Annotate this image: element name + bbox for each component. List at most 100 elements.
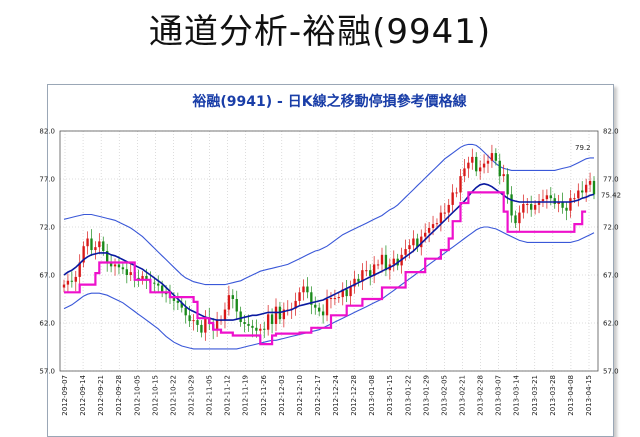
chart-frame: [47, 84, 614, 437]
candle-body: [581, 190, 584, 193]
y-tick-label-left: 77.0: [39, 176, 55, 184]
candle-layer: [62, 144, 596, 341]
candle-body: [447, 204, 450, 213]
peak-label: 79.2: [575, 144, 591, 152]
candle-body: [459, 176, 462, 193]
candle-body: [184, 307, 187, 316]
candle-body: [365, 270, 368, 272]
x-tick-label: 2012-10-15: [151, 375, 159, 416]
candle-body: [341, 289, 344, 298]
x-tick-label: 2013-03-07: [495, 375, 503, 416]
x-tick-label: 2012-09-07: [61, 375, 69, 416]
candle-body: [192, 320, 195, 322]
candle-body: [431, 224, 435, 228]
candle-body: [282, 309, 286, 320]
candle-body: [325, 299, 329, 316]
candle-body: [86, 238, 89, 247]
axis-layer: 57.0 57.0 62.0 62.0 67.0 67.0 72.0 72.0 77.0 77.0…: [39, 128, 618, 416]
candle-body: [502, 174, 505, 177]
x-tick-label: 2012-12-10: [296, 375, 304, 416]
candle-body: [369, 270, 372, 276]
candle-body: [372, 264, 376, 276]
y-tick-label-left: 67.0: [39, 272, 55, 280]
candle-body: [573, 198, 576, 200]
moving-average-line: [63, 182, 595, 321]
candle-body: [306, 286, 309, 293]
candle-body: [427, 227, 431, 233]
candle-body: [263, 328, 266, 330]
grid-layer: [60, 130, 598, 372]
y-tick-label-left: 62.0: [39, 320, 55, 328]
candle-body: [384, 254, 388, 271]
candle-body: [70, 280, 74, 282]
candle-body: [475, 156, 478, 172]
x-tick-label: 2012-11-19: [242, 375, 250, 416]
candle-body: [533, 204, 537, 210]
candle-body: [196, 320, 199, 325]
candle-body: [62, 284, 66, 288]
candle-body: [90, 238, 93, 251]
candle-body: [172, 298, 176, 301]
candle-body: [545, 195, 549, 200]
candle-body: [255, 327, 258, 331]
candle-body: [584, 184, 588, 193]
candle-body: [274, 306, 278, 324]
candle-body: [227, 295, 231, 310]
candle-body: [380, 254, 384, 265]
x-tick-label: 2013-03-14: [513, 374, 521, 415]
x-tick-label: 2013-02-28: [477, 375, 485, 416]
candle-body: [314, 304, 317, 308]
candle-body: [74, 276, 77, 282]
candle-body: [510, 194, 513, 216]
candle-body: [243, 322, 246, 324]
candle-body: [478, 167, 482, 172]
x-tick-label: 2013-01-15: [386, 375, 394, 416]
candle-body: [157, 283, 160, 286]
candle-body: [113, 264, 117, 267]
candle-body: [247, 323, 250, 326]
y-tick-label-right: 67.0: [603, 272, 619, 280]
candle-body: [102, 241, 105, 251]
candle-body: [180, 302, 183, 308]
y-tick-label-left: 57.0: [39, 368, 55, 376]
x-tick-label: 2012-10-05: [133, 375, 141, 416]
candle-body: [435, 223, 439, 225]
candle-body: [514, 215, 517, 224]
candle-body: [494, 153, 498, 161]
candle-body: [561, 202, 564, 208]
lower-band-line: [63, 226, 595, 350]
candle-body: [530, 203, 533, 210]
candle-body: [412, 238, 415, 246]
candle-body: [537, 201, 541, 205]
y-tick-label-left: 72.0: [39, 224, 55, 232]
x-tick-label: 2013-01-08: [368, 375, 376, 416]
y-tick-label-right: 57.0: [603, 368, 619, 376]
x-tick-label: 2012-11-05: [206, 375, 214, 416]
slide-title: 通道分析-裕融(9941): [148, 12, 492, 52]
candle-body: [239, 311, 242, 323]
candle-body: [486, 160, 490, 164]
candle-body: [557, 202, 560, 204]
candle-body: [215, 320, 219, 330]
candle-body: [121, 267, 125, 270]
candle-body: [329, 298, 333, 300]
candle-body: [129, 272, 132, 275]
candle-body: [318, 307, 321, 312]
candle-body: [349, 286, 352, 297]
plot-area: [59, 130, 599, 372]
x-tick-label: 2012-11-26: [260, 374, 268, 415]
stop-loss-line: [64, 191, 587, 346]
candle-body: [353, 278, 356, 287]
x-tick-label: 2012-10-22: [169, 375, 177, 416]
candle-body: [424, 232, 427, 237]
x-tick-label: 2012-09-21: [97, 375, 105, 416]
x-tick-label: 2013-03-21: [531, 375, 539, 416]
candle-body: [141, 275, 144, 280]
candle-body: [235, 299, 238, 312]
x-tick-label: 2012-09-28: [115, 375, 123, 416]
candle-body: [259, 328, 262, 331]
candle-body: [337, 297, 340, 299]
candle-body: [376, 264, 380, 266]
x-tick-label: 2013-04-15: [585, 375, 593, 416]
candle-body: [471, 156, 474, 163]
